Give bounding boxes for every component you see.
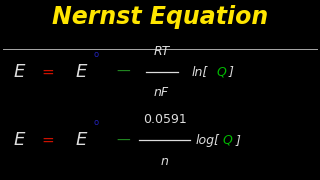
Text: o: o [93,50,99,59]
Text: —: — [116,65,130,79]
Text: E: E [76,131,87,149]
Text: E: E [76,63,87,81]
Text: RT: RT [154,45,170,58]
Text: Nernst Equation: Nernst Equation [52,5,268,29]
Text: ln[: ln[ [192,66,208,78]
Text: =: = [42,64,54,80]
Text: o: o [93,118,99,127]
Text: =: = [42,133,54,148]
Text: E: E [13,63,25,81]
Text: Q: Q [222,134,232,147]
Text: nF: nF [154,86,169,99]
Text: ]: ] [235,134,240,147]
Text: log[: log[ [195,134,219,147]
Text: 0.0591: 0.0591 [143,113,187,126]
Text: n: n [161,155,169,168]
Text: E: E [13,131,25,149]
Text: —: — [116,133,130,147]
Text: Q: Q [216,66,226,78]
Text: ]: ] [229,66,234,78]
